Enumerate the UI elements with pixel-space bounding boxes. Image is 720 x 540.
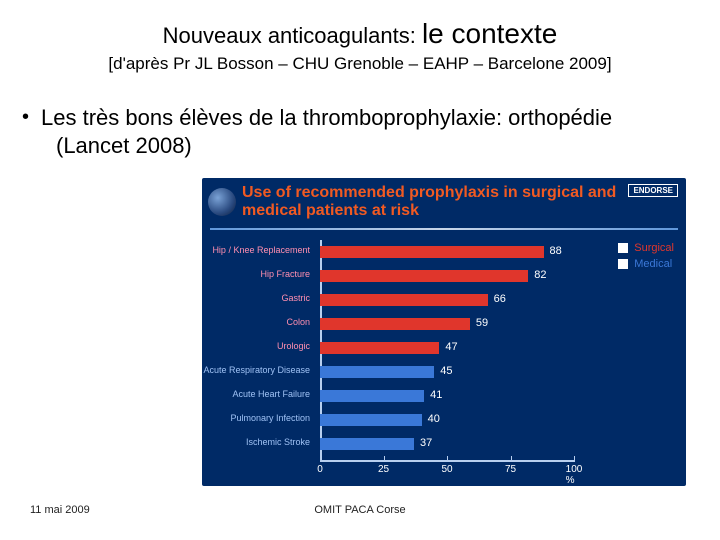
legend-swatch xyxy=(618,243,628,253)
chart-bar xyxy=(320,366,434,378)
y-axis-category-label: Gastric xyxy=(200,293,310,303)
bullet-text: Les très bons élèves de la thromboprophy… xyxy=(41,104,612,132)
x-axis-tick xyxy=(320,456,321,462)
x-axis-tick xyxy=(447,456,448,462)
chart-bar xyxy=(320,390,424,402)
y-axis-category-label: Hip / Knee Replacement xyxy=(200,245,310,255)
chart-bar xyxy=(320,270,528,282)
x-axis-tick-label: 25 xyxy=(378,464,389,475)
title-emphasis: le contexte xyxy=(422,18,557,49)
chart-title: Use of recommended prophylaxis in surgic… xyxy=(242,184,622,221)
endorse-badge: ENDORSE xyxy=(628,184,678,197)
chart-bar xyxy=(320,414,422,426)
chart-title-underline xyxy=(210,228,678,230)
title-prefix: Nouveaux anticoagulants: xyxy=(163,23,422,48)
bar-value-label: 82 xyxy=(534,269,546,281)
embedded-chart: Use of recommended prophylaxis in surgic… xyxy=(202,178,686,486)
y-axis-category-label: Ischemic Stroke xyxy=(200,437,310,447)
chart-legend: Surgical Medical xyxy=(618,242,674,274)
x-axis: 0255075100 % xyxy=(320,460,574,478)
legend-swatch xyxy=(618,259,628,269)
chart-bar xyxy=(320,246,544,258)
x-axis-tick-label: 0 xyxy=(317,464,323,475)
bar-value-label: 41 xyxy=(430,389,442,401)
y-axis-category-label: Acute Heart Failure xyxy=(200,389,310,399)
legend-item: Medical xyxy=(618,258,674,270)
bullet-marker: • xyxy=(22,104,29,130)
y-axis-category-label: Pulmonary Infection xyxy=(200,413,310,423)
bar-value-label: 45 xyxy=(440,365,452,377)
globe-icon xyxy=(208,188,236,216)
x-axis-tick-label: 100 % xyxy=(566,464,583,486)
footer-source: OMIT PACA Corse xyxy=(314,504,405,516)
chart-title-row: Use of recommended prophylaxis in surgic… xyxy=(202,180,686,225)
bar-value-label: 59 xyxy=(476,317,488,329)
bullet-parenthetical: (Lancet 2008) xyxy=(56,132,720,160)
bar-value-label: 37 xyxy=(420,437,432,449)
footer-date: 11 mai 2009 xyxy=(30,504,90,516)
bullet-item: • Les très bons élèves de la thromboprop… xyxy=(0,104,720,132)
bar-value-label: 66 xyxy=(494,293,506,305)
slide-title: Nouveaux anticoagulants: le contexte xyxy=(0,18,720,50)
x-axis-tick-label: 50 xyxy=(441,464,452,475)
y-axis-category-label: Acute Respiratory Disease xyxy=(200,365,310,375)
chart-bar xyxy=(320,294,488,306)
slide-header: Nouveaux anticoagulants: le contexte [d'… xyxy=(0,0,720,74)
bar-value-label: 88 xyxy=(550,245,562,257)
chart-bar xyxy=(320,438,414,450)
chart-bar xyxy=(320,318,470,330)
bar-value-label: 40 xyxy=(428,413,440,425)
x-axis-tick xyxy=(511,456,512,462)
x-axis-tick xyxy=(384,456,385,462)
bar-value-label: 47 xyxy=(445,341,457,353)
y-axis-category-label: Urologic xyxy=(200,341,310,351)
slide-subtitle: [d'après Pr JL Bosson – CHU Grenoble – E… xyxy=(0,54,720,74)
legend-label: Medical xyxy=(634,258,672,270)
chart-bar xyxy=(320,342,439,354)
y-axis-labels: Hip / Knee Replacement Hip Fracture Gastri… xyxy=(202,240,316,460)
legend-label: Surgical xyxy=(634,242,674,254)
x-axis-tick-label: 75 xyxy=(505,464,516,475)
legend-item: Surgical xyxy=(618,242,674,254)
plot-area: 88 82 66 59 47 45 41 40 37 xyxy=(320,240,574,460)
y-axis-category-label: Hip Fracture xyxy=(200,269,310,279)
y-axis-category-label: Colon xyxy=(200,317,310,327)
x-axis-tick xyxy=(574,456,575,462)
